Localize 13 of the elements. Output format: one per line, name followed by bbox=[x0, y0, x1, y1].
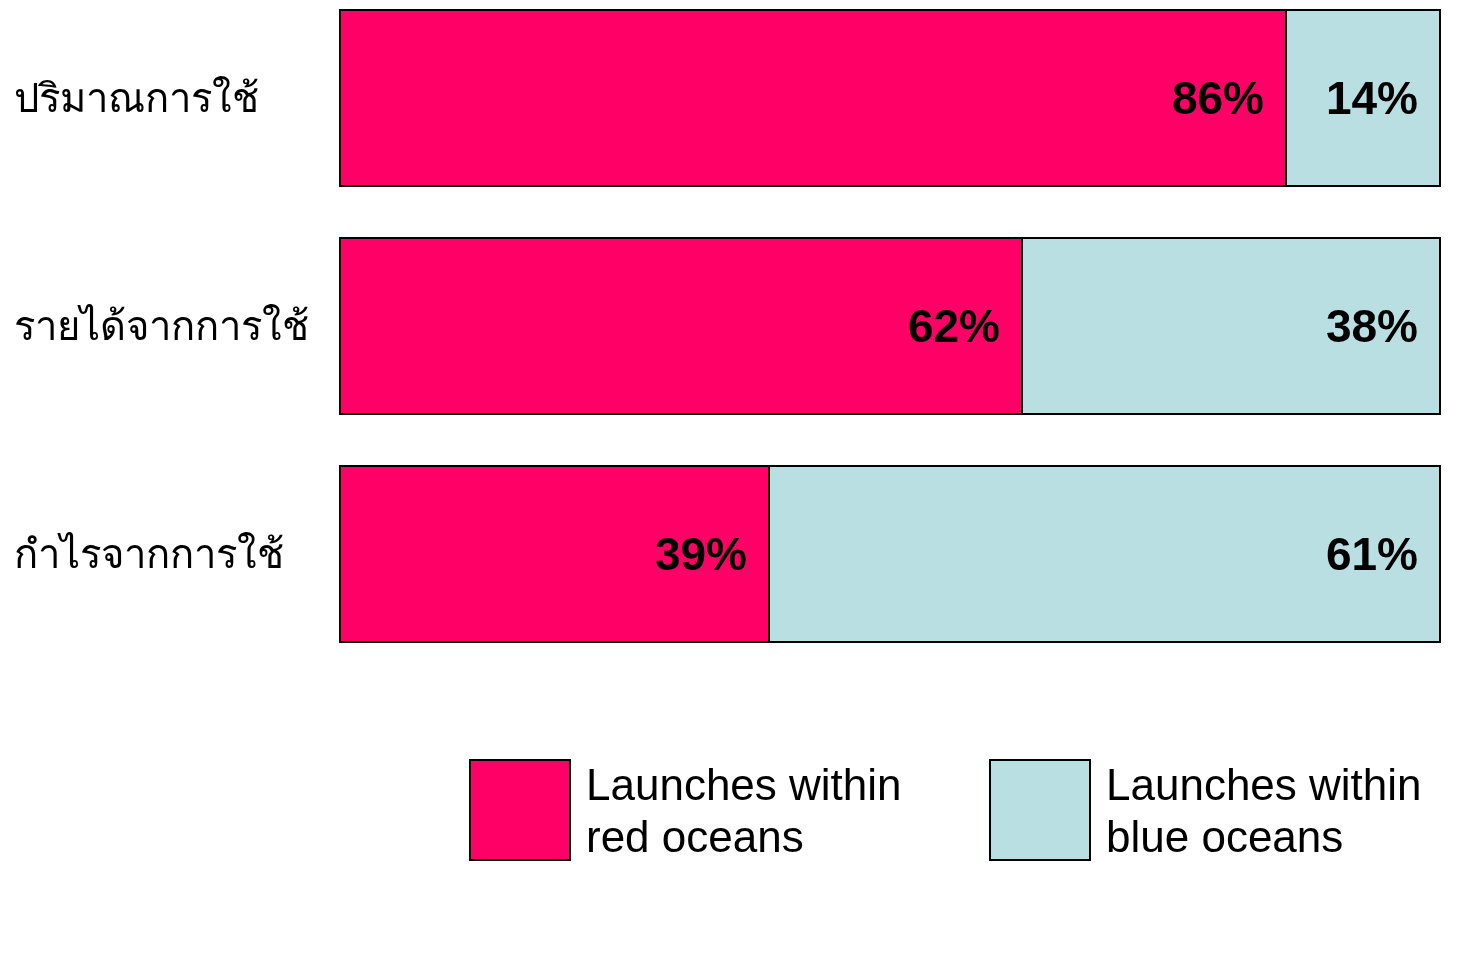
data-label: 62% bbox=[907, 300, 1000, 352]
data-label: 39% bbox=[654, 528, 747, 580]
y-tick-label: รายได้จากการใช้ bbox=[14, 303, 309, 349]
data-label: 86% bbox=[1171, 72, 1264, 124]
legend-label: Launches within blue oceans bbox=[1106, 760, 1422, 861]
legend-item: Launches within red oceans bbox=[469, 759, 902, 861]
legend-item: Launches within blue oceans bbox=[989, 759, 1422, 861]
legend-label: Launches within red oceans bbox=[586, 760, 902, 861]
y-tick-label: กำไรจากการใช้ bbox=[14, 531, 284, 577]
data-label: 61% bbox=[1325, 528, 1418, 580]
y-tick-label: ปริมาณการใช้ bbox=[14, 75, 259, 121]
data-label: 14% bbox=[1325, 72, 1418, 124]
data-label: 38% bbox=[1325, 300, 1418, 352]
